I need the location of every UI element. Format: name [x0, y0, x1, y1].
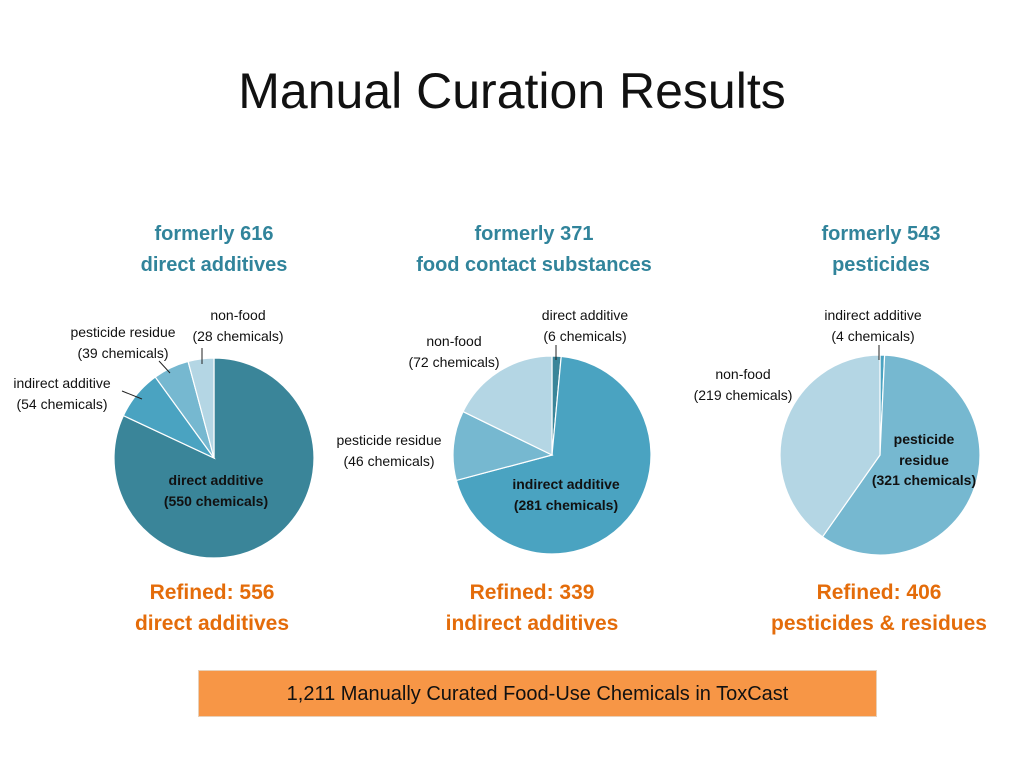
slice-value: (6 chemicals) [543, 327, 627, 344]
pie-chart-direct [113, 357, 315, 559]
pie2-label-indirect-additive: indirect additive (281 chemicals) [512, 474, 619, 515]
slice-label: pesticide residue [70, 324, 176, 340]
slice-label: indirect additive [13, 375, 111, 391]
pie2-label-pesticide-residue: pesticide residue (46 chemicals) [336, 430, 441, 471]
pie3-former-line1: formerly 543 [821, 223, 941, 245]
slice-label: non-food [426, 333, 482, 349]
slice-label: direct additive [168, 472, 264, 488]
slice-value: (281 chemicals) [513, 496, 619, 513]
pie2-refined-line1: Refined: 339 [469, 581, 595, 604]
pie3-former-line2: pesticides [832, 254, 930, 276]
slice-label: indirect additive [512, 476, 620, 492]
pie2-former-line2: food contact substances [416, 254, 652, 276]
pie1-former-line1: formerly 616 [154, 223, 274, 245]
pie1-former-line2: direct additives [140, 254, 288, 276]
slice-label: pesticide residue [336, 432, 442, 448]
pie1-former-title: formerly 616 direct additives [64, 219, 364, 281]
pie1-refined-line2: direct additives [134, 612, 290, 635]
pie-slice-non-food [779, 354, 881, 538]
slice-value: (550 chemicals) [163, 492, 269, 509]
pie3-refined: Refined: 406 pesticides & residues [719, 577, 1024, 639]
pie-slice-pesticide-residue [452, 410, 554, 482]
pie2-refined-line2: indirect additives [445, 612, 619, 635]
pie1-label-pesticide-residue: pesticide residue (39 chemicals) [70, 322, 175, 363]
pie2-label-direct-additive: direct additive (6 chemicals) [542, 305, 628, 346]
pie2-former-title: formerly 371 food contact substances [384, 219, 684, 281]
pie-slice-indirect-additive [455, 355, 652, 555]
pie3-refined-line2: pesticides & residues [771, 612, 987, 635]
slice-label: pesticide residue [893, 431, 955, 468]
pie1-refined-line1: Refined: 556 [149, 581, 275, 604]
pie1-label-indirect-additive: indirect additive (54 chemicals) [13, 373, 110, 414]
pie3-refined-line1: Refined: 406 [816, 581, 942, 604]
slice-label: direct additive [541, 307, 629, 323]
slice-value: (39 chemicals) [77, 344, 169, 361]
slice-label: indirect additive [824, 307, 922, 323]
slice-label: non-food [715, 366, 771, 382]
pie-slice-non-food [462, 355, 553, 456]
pie2-former-line1: formerly 371 [474, 223, 594, 245]
pie1-label-direct-additive: direct additive (550 chemicals) [164, 470, 268, 511]
slice-value: (46 chemicals) [343, 452, 435, 469]
pie3-label-non-food: non-food (219 chemicals) [694, 364, 793, 405]
pie2-refined: Refined: 339 indirect additives [372, 577, 692, 639]
pie1-refined: Refined: 556 direct additives [52, 577, 372, 639]
summary-banner: 1,211 Manually Curated Food-Use Chemical… [198, 670, 877, 717]
pie-chart-food-contact [452, 355, 652, 555]
slice-value: (219 chemicals) [693, 386, 793, 403]
pie-slice-pesticide-residue [821, 354, 981, 556]
slice-label: non-food [210, 307, 266, 323]
slide-title: Manual Curation Results [238, 63, 786, 119]
pie3-former-title: formerly 543 pesticides [731, 219, 1024, 281]
pie2-label-non-food: non-food (72 chemicals) [408, 331, 499, 372]
slice-value: (321 chemicals) [871, 472, 977, 488]
pie-chart-pesticides [779, 354, 981, 556]
pie3-label-indirect-additive: indirect additive (4 chemicals) [824, 305, 921, 346]
leader-line [121, 390, 143, 400]
slice-value: (72 chemicals) [408, 353, 500, 370]
pie-slice-non-food [187, 357, 215, 459]
pie1-label-non-food: non-food (28 chemicals) [192, 305, 283, 346]
slice-value: (4 chemicals) [831, 327, 915, 344]
leader-line [158, 360, 171, 374]
pie3-label-pesticide-residue: pesticide residue (321 chemicals) [864, 429, 984, 491]
slice-value: (54 chemicals) [16, 395, 108, 412]
slice-value: (28 chemicals) [192, 327, 284, 344]
